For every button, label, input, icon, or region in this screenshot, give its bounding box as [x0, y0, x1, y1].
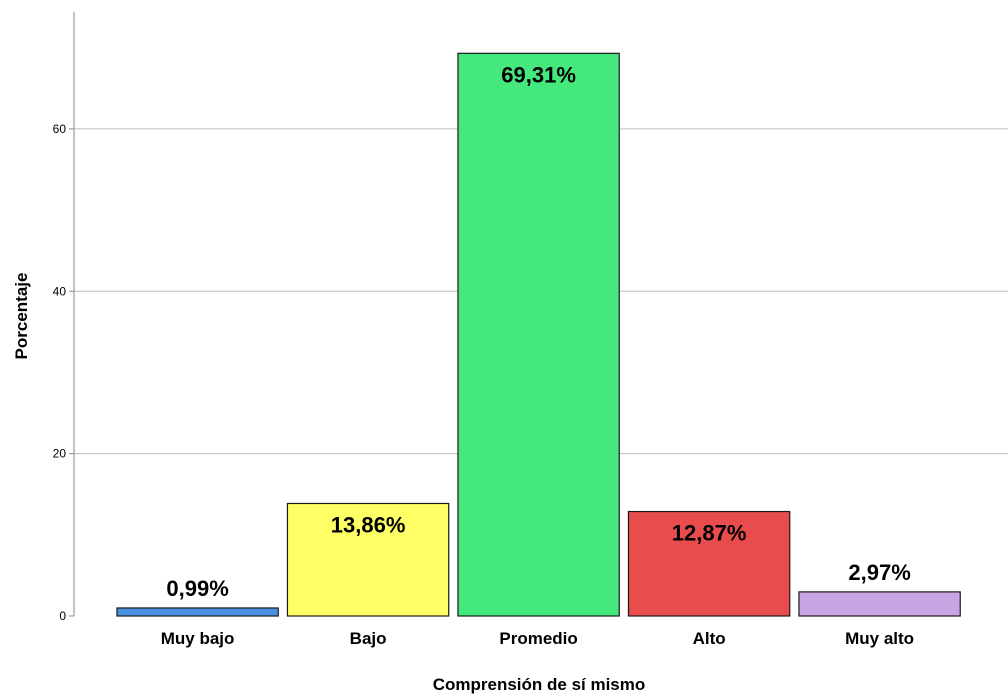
y-tick-label: 20: [53, 447, 67, 461]
y-tick-label: 0: [59, 609, 66, 623]
data-label: 69,31%: [501, 62, 576, 87]
x-tick-label: Muy alto: [845, 629, 914, 648]
x-tick-labels: Muy bajo Bajo Promedio Alto Muy alto: [161, 629, 914, 648]
x-tick-label: Muy bajo: [161, 629, 235, 648]
bar: [286, 502, 450, 617]
bar: [116, 607, 279, 617]
data-label: 2,97%: [848, 560, 910, 585]
x-tick-label: Bajo: [350, 629, 387, 648]
data-label: 12,87%: [672, 521, 747, 546]
y-axis-title: Porcentaje: [12, 273, 31, 360]
bars: [116, 52, 961, 617]
data-label: 13,86%: [331, 512, 406, 537]
bar: [798, 591, 961, 617]
y-tick-labels: 0 20 40 60: [53, 122, 67, 623]
y-tick-label: 40: [53, 284, 67, 298]
x-axis-title: Comprensión de sí mismo: [433, 675, 646, 694]
x-tick-label: Promedio: [499, 629, 577, 648]
x-tick-label: Alto: [693, 629, 726, 648]
bar: [457, 52, 620, 617]
bar: [627, 510, 791, 617]
data-label: 0,99%: [166, 576, 228, 601]
y-tick-label: 60: [53, 122, 67, 136]
data-labels: 0,99% 13,86% 69,31% 12,87% 2,97%: [166, 62, 910, 601]
